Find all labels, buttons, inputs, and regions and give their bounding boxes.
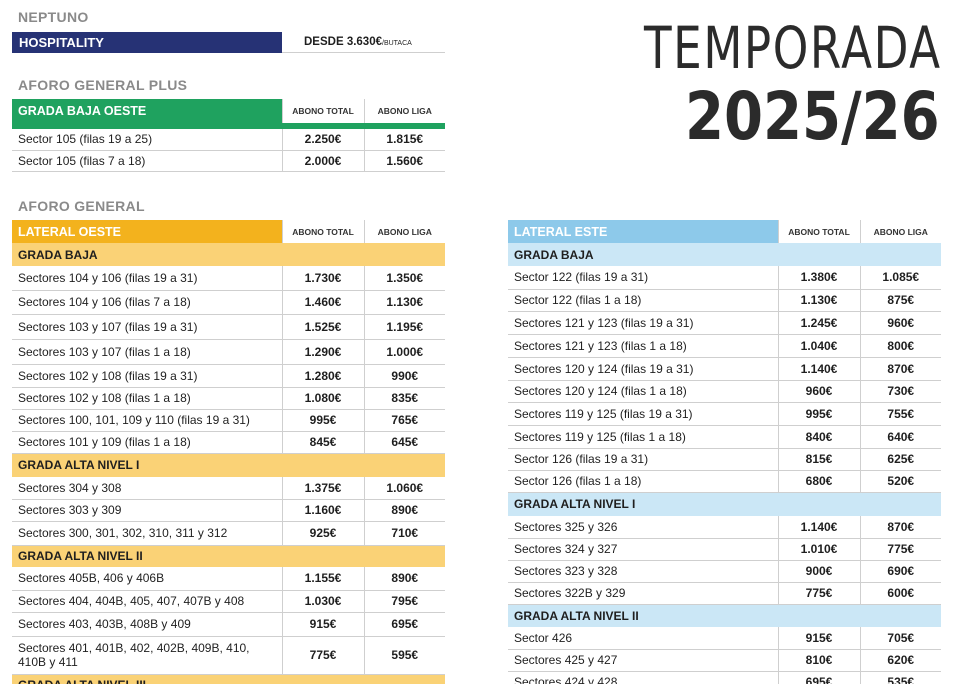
group-header: GRADA ALTA NIVEL I xyxy=(508,492,941,516)
table-row: Sectores 104 y 106 (filas 19 a 31) 1.730€… xyxy=(12,266,445,291)
table-row: Sectores 300, 301, 302, 310, 311 y 312 92… xyxy=(12,521,445,546)
lateral-oeste-panel: LATERAL OESTE ABONO TOTAL ABONO LIGA GRA… xyxy=(12,220,445,684)
lateral-oeste-header: LATERAL OESTE ABONO TOTAL ABONO LIGA xyxy=(12,220,445,243)
table-row: Sector 126 (filas 1 a 18) 680€ 520€ xyxy=(508,470,941,493)
col-abono-liga: ABONO LIGA xyxy=(363,99,445,123)
group-header: GRADA ALTA NIVEL II xyxy=(508,604,941,627)
col-abono-liga: ABONO LIGA xyxy=(363,220,445,243)
col-abono-liga: ABONO LIGA xyxy=(859,220,941,243)
hospitality-bar: HOSPITALITY xyxy=(12,32,282,53)
table-row: Sectores 100, 101, 109 y 110 (filas 19 a… xyxy=(12,409,445,432)
table-row: Sectores 102 y 108 (filas 19 a 31) 1.280€… xyxy=(12,364,445,388)
lateral-oeste-title: LATERAL OESTE xyxy=(12,220,282,243)
aforo-plus-header: GRADA BAJA OESTE ABONO TOTAL ABONO LIGA xyxy=(12,99,445,123)
table-row: Sectores 120 y 124 (filas 19 a 31) 1.140€… xyxy=(508,357,941,381)
row-liga: 1.815€ xyxy=(363,129,445,151)
group-header: GRADA ALTA NIVEL I xyxy=(12,453,445,477)
hospitality-name: HOSPITALITY xyxy=(19,35,104,50)
table-row: Sectores 120 y 124 (filas 1 a 18) 960€ 730… xyxy=(508,380,941,403)
col-abono-total: ABONO TOTAL xyxy=(777,220,860,243)
group-header: GRADA ALTA NIVEL II xyxy=(12,545,445,567)
aforo-general-label: AFORO GENERAL xyxy=(18,198,145,214)
table-row: Sectores 322B y 329 775€ 600€ xyxy=(508,582,941,605)
table-row: Sectores 403, 403B, 408B y 409 915€ 695€ xyxy=(12,612,445,637)
grada-baja-oeste-title: GRADA BAJA OESTE xyxy=(12,99,282,123)
lateral-este-title: LATERAL ESTE xyxy=(508,220,778,243)
lateral-oeste-table: LATERAL OESTE ABONO TOTAL ABONO LIGA GRA… xyxy=(12,220,445,684)
table-row: Sectores 102 y 108 (filas 1 a 18) 1.080€ 8… xyxy=(12,387,445,410)
table-row: Sectores 325 y 326 1.140€ 870€ xyxy=(508,516,941,539)
table-row: Sectores 303 y 309 1.160€ 890€ xyxy=(12,499,445,522)
table-row: Sector 122 (filas 1 a 18) 1.130€ 875€ xyxy=(508,289,941,312)
hospitality-unit: /BUTACA xyxy=(382,40,412,47)
table-row: Sectores 121 y 123 (filas 19 a 31) 1.245€… xyxy=(508,311,941,335)
lateral-este-panel: LATERAL ESTE ABONO TOTAL ABONO LIGA GRAD… xyxy=(508,220,941,684)
season-title: TEMPORADA xyxy=(644,14,942,82)
col-abono-total: ABONO TOTAL xyxy=(281,99,364,123)
row-total: 2.000€ xyxy=(281,150,364,172)
table-row: Sector 105 (filas 19 a 25) 2.250€ 1.815€ xyxy=(12,129,445,151)
green-strip xyxy=(12,123,445,129)
table-row: Sector 426 915€ 705€ xyxy=(508,627,941,650)
row-name: Sector 105 (filas 19 a 25) xyxy=(12,129,282,151)
lateral-este-header: LATERAL ESTE ABONO TOTAL ABONO LIGA xyxy=(508,220,941,243)
row-name: Sector 105 (filas 7 a 18) xyxy=(12,150,282,172)
table-row: Sectores 401, 401B, 402, 402B, 409B, 410… xyxy=(12,636,445,675)
table-row: Sectores 103 y 107 (filas 19 a 31) 1.525€… xyxy=(12,314,445,340)
table-row: Sectores 104 y 106 (filas 7 a 18) 1.460€ 1… xyxy=(12,290,445,315)
table-row: Sectores 103 y 107 (filas 1 a 18) 1.290€ 1… xyxy=(12,339,445,365)
table-row: Sectores 304 y 308 1.375€ 1.060€ xyxy=(12,477,445,500)
season-years: 2025/26 xyxy=(685,78,940,155)
neptuno-label: NEPTUNO xyxy=(18,9,89,25)
table-row: Sectores 405B, 406 y 406B 1.155€ 890€ xyxy=(12,567,445,591)
table-row: Sectores 119 y 125 (filas 19 a 31) 995€ 75… xyxy=(508,402,941,426)
hospitality-price: DESDE 3.630€ xyxy=(304,36,382,48)
group-header: GRADA BAJA xyxy=(508,243,941,266)
hospitality-price-cell: DESDE 3.630€/BUTACA xyxy=(282,32,445,53)
aforo-plus-label: AFORO GENERAL PLUS xyxy=(18,77,188,93)
row-liga: 1.560€ xyxy=(363,150,445,172)
row-total: 2.250€ xyxy=(281,129,364,151)
table-row: Sector 122 (filas 19 a 31) 1.380€ 1.085€ xyxy=(508,266,941,290)
table-row: Sectores 119 y 125 (filas 1 a 18) 840€ 640… xyxy=(508,425,941,449)
lateral-este-table: LATERAL ESTE ABONO TOTAL ABONO LIGA GRAD… xyxy=(508,220,941,684)
group-header: GRADA ALTA NIVEL III xyxy=(12,674,445,684)
table-row: Sectores 101 y 109 (filas 1 a 18) 845€ 645… xyxy=(12,431,445,454)
table-row: Sectores 121 y 123 (filas 1 a 18) 1.040€ 8… xyxy=(508,334,941,358)
table-row: Sectores 323 y 328 900€ 690€ xyxy=(508,560,941,583)
table-row: Sectores 404, 404B, 405, 407, 407B y 408… xyxy=(12,590,445,613)
col-abono-total: ABONO TOTAL xyxy=(281,220,364,243)
group-header: GRADA BAJA xyxy=(12,243,445,266)
table-row: Sectores 425 y 427 810€ 620€ xyxy=(508,649,941,672)
table-row: Sector 126 (filas 19 a 31) 815€ 625€ xyxy=(508,448,941,471)
table-row: Sectores 324 y 327 1.010€ 775€ xyxy=(508,538,941,561)
aforo-plus-table: GRADA BAJA OESTE ABONO TOTAL ABONO LIGA … xyxy=(12,99,445,172)
table-row: Sectores 424 y 428 695€ 535€ xyxy=(508,671,941,684)
table-row: Sector 105 (filas 7 a 18) 2.000€ 1.560€ xyxy=(12,150,445,172)
